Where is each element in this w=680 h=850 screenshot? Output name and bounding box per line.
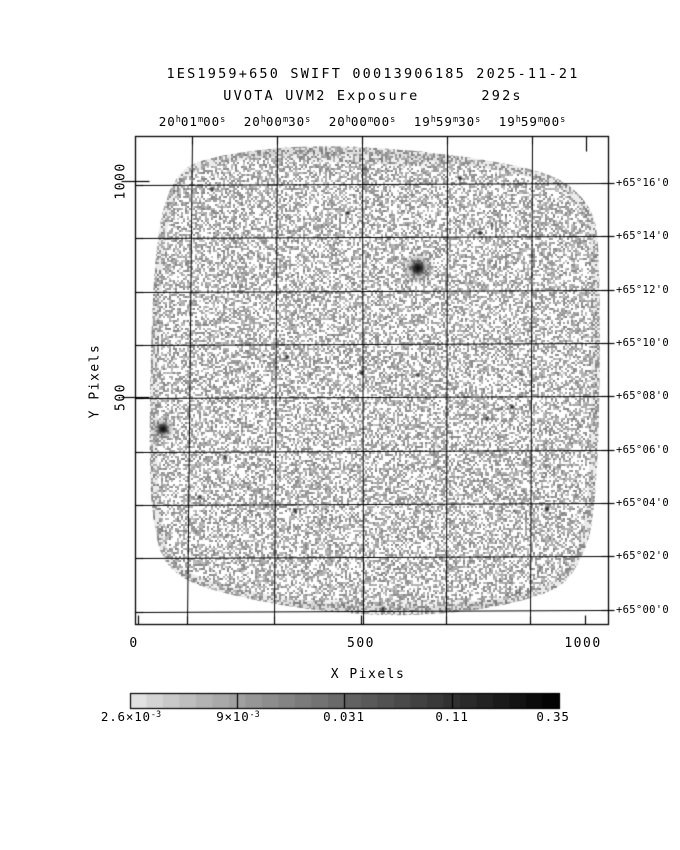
dec-tick-label: +65°16'0 (616, 176, 669, 189)
ra-tick-label: 19h59m30s (413, 114, 481, 129)
y-tick-label: 1000 (113, 162, 129, 200)
x-tick-label: 0 (129, 636, 139, 651)
dec-tick-label: +65°04'0 (616, 496, 669, 509)
colorbar-tick-label: 2.6×10-3 (100, 709, 162, 724)
x-tick-label: 1000 (564, 636, 602, 651)
x-tick-label: 500 (347, 636, 375, 651)
y-axis-label: Y Pixels (87, 343, 103, 419)
dec-tick-label: +65°06'0 (616, 443, 669, 456)
colorbar-tick-label: 9×10-3 (216, 709, 260, 724)
page-subtitle: UVOTA UVM2 Exposure 292s (223, 88, 523, 104)
dec-tick-label: +65°02'0 (616, 549, 669, 562)
page-title: 1ES1959+650 SWIFT 00013906185 2025-11-21 (166, 66, 580, 82)
y-tick-label: 500 (113, 383, 129, 411)
colorbar-tick-label: 0.35 (536, 709, 570, 724)
dec-tick-label: +65°14'0 (616, 229, 669, 242)
colorbar-tick-label: 0.11 (435, 709, 469, 724)
dec-tick-label: +65°08'0 (616, 389, 669, 402)
ra-tick-label: 20h00m30s (243, 114, 311, 129)
dec-tick-label: +65°10'0 (616, 336, 669, 349)
dec-tick-label: +65°12'0 (616, 283, 669, 296)
ra-tick-label: 19h59m00s (498, 114, 566, 129)
ra-tick-label: 20h01m00s (158, 114, 226, 129)
dec-tick-label: +65°00'0 (616, 603, 669, 616)
colorbar-tick-label: 0.031 (323, 709, 365, 724)
ra-tick-label: 20h00m00s (328, 114, 396, 129)
x-axis-label: X Pixels (330, 667, 406, 682)
